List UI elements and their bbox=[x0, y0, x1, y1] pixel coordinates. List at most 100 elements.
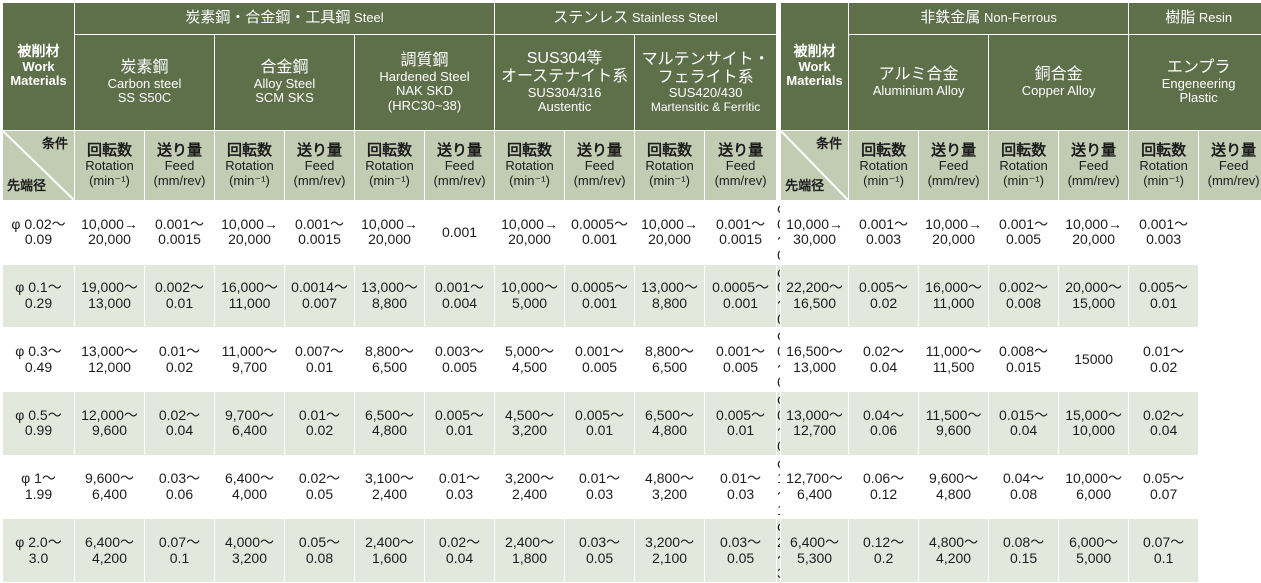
feed-cell: 0.07～0.1 bbox=[145, 519, 215, 583]
rotation-value: 5,000 bbox=[1059, 551, 1128, 567]
rotation-cell: 12,000～9,600 bbox=[75, 392, 145, 456]
feed-value: 0.06 bbox=[145, 487, 214, 503]
feed-value: 0.01 bbox=[425, 423, 494, 439]
feed-value: 0.03～ bbox=[705, 535, 776, 551]
rotation-value: 10,000→ bbox=[75, 217, 144, 233]
tip-diameter-value: φ 0.5～ bbox=[3, 408, 74, 424]
rotation-value: 11,000～ bbox=[919, 344, 988, 360]
feed-value: 0.01 bbox=[145, 296, 214, 312]
feed-cell: 0.01～0.03 bbox=[565, 455, 635, 519]
feed-value: 0.06 bbox=[849, 423, 918, 439]
feed-cell: 0.02～0.04 bbox=[145, 392, 215, 456]
rotation-value: 13,000 bbox=[75, 296, 144, 312]
rotation-value: 13,000～ bbox=[635, 280, 704, 296]
rotation-cell: 20,000～15,000 bbox=[1059, 264, 1129, 328]
rotation-value: 3,200 bbox=[635, 487, 704, 503]
feed-value: 0.008 bbox=[989, 296, 1058, 312]
rotation-cell: 4,500～3,200 bbox=[495, 392, 565, 456]
rotation-value: 6,400 bbox=[215, 423, 284, 439]
feed-value: 0.15 bbox=[989, 551, 1058, 567]
feed-value: 0.02 bbox=[849, 296, 918, 312]
material-martensitic-ferritic: マルテンサイト・ フェライト系 SUS420/430 Martensitic &… bbox=[635, 35, 777, 131]
rotation-value: 10,000→ bbox=[635, 217, 704, 233]
rotation-value: 3,200～ bbox=[635, 535, 704, 551]
rotation-value: 4,200 bbox=[919, 551, 988, 567]
rotation-value: 20,000 bbox=[215, 232, 284, 248]
feed-value: 0.05 bbox=[705, 551, 776, 567]
feed-value: 0.06～ bbox=[849, 471, 918, 487]
rotation-value: 20,000 bbox=[495, 232, 564, 248]
rotation-value: 4,800 bbox=[635, 423, 704, 439]
feed-cell: 0.015～0.04 bbox=[989, 392, 1059, 456]
rotation-value: 2,100 bbox=[635, 551, 704, 567]
feed-cell: 0.001～0.0015 bbox=[285, 201, 355, 265]
feed-value: 0.05 bbox=[565, 551, 634, 567]
feed-value: 0.005 bbox=[565, 360, 634, 376]
rotation-cell: 4,800～3,200 bbox=[635, 455, 705, 519]
rotation-value: 6,400 bbox=[75, 487, 144, 503]
rotation-value: 10,000 bbox=[1059, 423, 1128, 439]
feed-value: 0.02 bbox=[285, 423, 354, 439]
feed-value: 0.02～ bbox=[849, 344, 918, 360]
rotation-cell: 10,000→20,000 bbox=[215, 201, 285, 265]
feed-value: 0.01～ bbox=[285, 408, 354, 424]
feed-value: 0.07～ bbox=[145, 535, 214, 551]
feed-cell: 0.03～0.06 bbox=[145, 455, 215, 519]
feed-cell: 0.001～0.005 bbox=[705, 328, 777, 392]
rotation-cell: 6,400～4,200 bbox=[75, 519, 145, 583]
feed-cell: 0.12～0.2 bbox=[849, 519, 919, 583]
feed-cell: 0.001～0.003 bbox=[1129, 201, 1199, 265]
feed-value: 0.002～ bbox=[145, 280, 214, 296]
feed-cell: 0.001～0.0015 bbox=[705, 201, 777, 265]
feed-cell: 0.05～0.08 bbox=[285, 519, 355, 583]
tip-diameter-value: 0.99 bbox=[3, 423, 74, 439]
rotation-cell: 6,400～5,300 bbox=[781, 519, 849, 583]
tip-diameter-cell: φ 0.5～0.99 bbox=[777, 392, 781, 456]
feed-cell: 0.02～0.04 bbox=[1129, 392, 1199, 456]
rotation-cell: 15,000～10,000 bbox=[1059, 392, 1129, 456]
feed-value: 0.02 bbox=[1129, 360, 1198, 376]
tip-diameter-value: 0.29 bbox=[3, 296, 74, 312]
tip-diameter-cell: φ 0.3～0.49 bbox=[3, 328, 75, 392]
feed-value: 0.2 bbox=[849, 551, 918, 567]
feed-value: 0.01～ bbox=[565, 471, 634, 487]
rotation-cell: 10,000→20,000 bbox=[919, 201, 989, 265]
feed-value: 0.12～ bbox=[849, 535, 918, 551]
rotation-value: 10,000→ bbox=[781, 217, 848, 233]
feed-value: 0.002～ bbox=[989, 280, 1058, 296]
rotation-value: 5,300 bbox=[781, 551, 848, 567]
work-material-header-left: 被削材 Work Materials bbox=[3, 3, 75, 131]
rotation-value: 15000 bbox=[1059, 352, 1128, 368]
rotation-value: 22,200～ bbox=[781, 280, 848, 296]
feed-value: 0.04～ bbox=[989, 471, 1058, 487]
material-alloy-steel: 合金鋼 Alloy Steel SCM SKS bbox=[215, 35, 355, 131]
feed-value: 0.001～ bbox=[989, 217, 1058, 233]
rotation-value: 20,000 bbox=[919, 232, 988, 248]
rotation-value: 11,500～ bbox=[919, 408, 988, 424]
rotation-value: 12,700～ bbox=[781, 471, 848, 487]
rotation-cell: 2,400～1,800 bbox=[495, 519, 565, 583]
feed-value: 0.1 bbox=[1129, 551, 1198, 567]
feed-value: 0.05～ bbox=[1129, 471, 1198, 487]
rotation-cell: 13,000～8,800 bbox=[635, 264, 705, 328]
rotation-value: 3,200 bbox=[215, 551, 284, 567]
feed-cell: 0.04～0.08 bbox=[989, 455, 1059, 519]
feed-cell: 0.0005～0.001 bbox=[705, 264, 777, 328]
feed-value: 0.1 bbox=[145, 551, 214, 567]
feed-cell: 0.005～0.01 bbox=[705, 392, 777, 456]
rotation-value: 13,000～ bbox=[355, 280, 424, 296]
rotation-value: 4,800～ bbox=[635, 471, 704, 487]
feed-value: 0.04 bbox=[425, 551, 494, 567]
rotation-cell: 19,000～13,000 bbox=[75, 264, 145, 328]
feed-cell: 0.005～0.01 bbox=[565, 392, 635, 456]
feed-cell: 0.001 bbox=[425, 201, 495, 265]
rotation-value: 9,600 bbox=[919, 423, 988, 439]
feed-value: 0.01 bbox=[285, 360, 354, 376]
feed-value: 0.01～ bbox=[705, 471, 776, 487]
